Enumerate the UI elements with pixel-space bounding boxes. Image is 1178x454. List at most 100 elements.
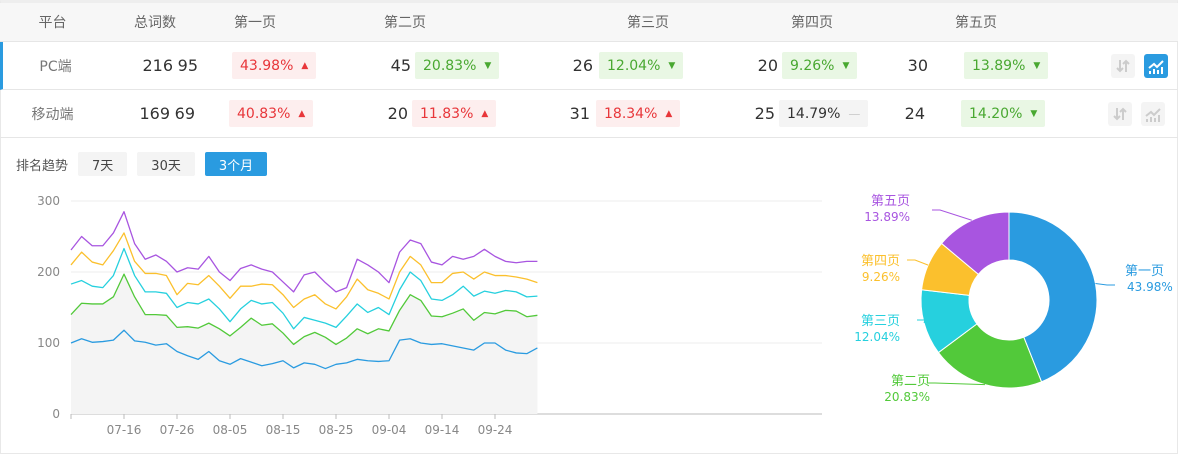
x-tick-label: 08-25	[319, 423, 354, 437]
table-row: PC端 216 95 43.98% ▲ 45 20.83% ▼ 26 12.04% ▼ 20 …	[0, 42, 1178, 90]
range-7d-button[interactable]: 7天	[78, 152, 128, 176]
percent-value: 20.83%	[423, 57, 477, 74]
page-percent-badge: 18.34% ▲	[596, 100, 681, 127]
header-page5: 第五页	[955, 15, 997, 31]
trend-chart-button[interactable]	[1144, 54, 1168, 78]
page-percent-badge: 9.26% ▼	[782, 52, 858, 79]
y-tick-label: 0	[52, 407, 60, 421]
label-leader-line	[932, 209, 972, 221]
slice-label: 第三页	[861, 314, 900, 329]
page-count: 24	[904, 104, 925, 123]
sort-arrows-icon	[1113, 107, 1127, 121]
series-line-5	[70, 211, 538, 293]
series-line-2	[70, 273, 538, 346]
chart-trend-icon	[1145, 108, 1161, 122]
label-leader-line	[927, 382, 986, 386]
percent-value: 14.20%	[969, 105, 1023, 122]
page-percent-badge: 40.83% ▲	[229, 100, 314, 127]
triangle-down-icon: ▼	[1033, 60, 1041, 71]
slice-percent: 20.83%	[884, 390, 930, 404]
donut-slice	[940, 211, 1010, 275]
page-percent-badge: 43.98% ▲	[232, 52, 317, 79]
triangle-down-icon: ▼	[1030, 108, 1038, 119]
page-count: 30	[907, 56, 928, 75]
y-tick-label: 300	[37, 194, 60, 208]
page-percent-badge: 11.83% ▲	[412, 100, 497, 127]
slice-label: 第一页	[1125, 264, 1164, 279]
triangle-down-icon: ▼	[668, 60, 676, 71]
trend-chart-button[interactable]	[1141, 102, 1165, 126]
series-line-3	[70, 247, 538, 330]
page-count: 45	[390, 56, 411, 75]
page-percent-badge: 12.04% ▼	[599, 52, 684, 79]
header-page3: 第三页	[627, 15, 669, 31]
sort-button[interactable]	[1111, 54, 1135, 78]
page-percent-badge: 13.89% ▼	[964, 52, 1049, 79]
donut-slice	[1008, 211, 1098, 383]
table-header: 平台 总词数 第一页 第二页 第三页 第四页 第五页	[0, 3, 1178, 42]
label-leader-line	[907, 259, 929, 266]
triangle-up-icon: ▲	[301, 60, 309, 71]
trend-range-selector: 排名趋势 7天 30天 3个月	[16, 152, 268, 176]
percent-value: 14.79%	[787, 105, 841, 122]
total-keywords: 169	[139, 104, 170, 123]
x-tick-label: 08-15	[266, 423, 301, 437]
ranking-trend-chart: 0 100 200 300 07-16 07-26 08-05 08-15 08-25 09-04…	[37, 194, 822, 437]
range-3m-button[interactable]: 3个月	[204, 152, 268, 176]
page-count: 69	[174, 104, 195, 123]
page-count: 26	[572, 56, 593, 75]
percent-value: 11.83%	[420, 105, 474, 122]
triangle-down-icon: ▼	[484, 60, 492, 71]
slice-label: 第五页	[871, 194, 910, 209]
series-line-4	[70, 232, 538, 310]
y-tick-label: 200	[37, 265, 60, 279]
page-count: 20	[387, 104, 408, 123]
chart-trend-icon	[1148, 60, 1164, 74]
label-leader-line	[917, 319, 926, 323]
page-percent-badge: 14.20% ▼	[961, 100, 1046, 127]
percent-value: 43.98%	[240, 57, 294, 74]
area-fill	[71, 274, 538, 414]
x-tick-label: 07-26	[160, 423, 195, 437]
page-count: 25	[754, 104, 775, 123]
percent-value: 40.83%	[237, 105, 291, 122]
page-count: 20	[757, 56, 778, 75]
triangle-up-icon: ▲	[481, 108, 489, 119]
platform-name: PC端	[39, 58, 72, 75]
x-tick-label: 09-14	[425, 423, 460, 437]
slice-percent: 43.98%	[1127, 280, 1173, 294]
x-tick-label: 08-05	[213, 423, 248, 437]
page-percent-badge: 14.79% —	[779, 100, 869, 127]
trend-label: 排名趋势	[16, 158, 69, 174]
dash-icon: —	[848, 106, 861, 121]
triangle-up-icon: ▲	[298, 108, 306, 119]
header-page2: 第二页	[384, 15, 426, 31]
slice-percent: 13.89%	[864, 210, 910, 224]
series-line-1	[70, 329, 538, 370]
x-tick-label: 09-04	[372, 423, 407, 437]
percent-value: 12.04%	[607, 57, 661, 74]
page-count: 31	[569, 104, 590, 123]
donut-slice	[937, 323, 1043, 389]
triangle-up-icon: ▲	[665, 108, 673, 119]
slice-percent: 9.26%	[862, 270, 900, 284]
header-platform: 平台	[38, 15, 67, 31]
slice-label: 第二页	[891, 374, 930, 389]
page-percent-badge: 20.83% ▼	[415, 52, 500, 79]
table-row: 移动端 169 69 40.83% ▲ 20 11.83% ▲ 31 18.34% ▲ 25 …	[0, 90, 1178, 138]
header-page1: 第一页	[234, 15, 276, 31]
percent-value: 13.89%	[972, 57, 1026, 74]
header-page4: 第四页	[791, 15, 833, 31]
percent-value: 9.26%	[790, 57, 835, 74]
slice-label: 第四页	[861, 254, 900, 269]
sort-button[interactable]	[1108, 102, 1132, 126]
triangle-down-icon: ▼	[842, 60, 850, 71]
page-count: 95	[177, 56, 198, 75]
platform-name: 移动端	[31, 106, 74, 123]
range-30d-button[interactable]: 30天	[137, 152, 195, 176]
y-tick-label: 100	[37, 336, 60, 350]
x-tick-label: 07-16	[107, 423, 142, 437]
label-leader-line	[1095, 282, 1115, 286]
sort-arrows-icon	[1116, 59, 1130, 73]
